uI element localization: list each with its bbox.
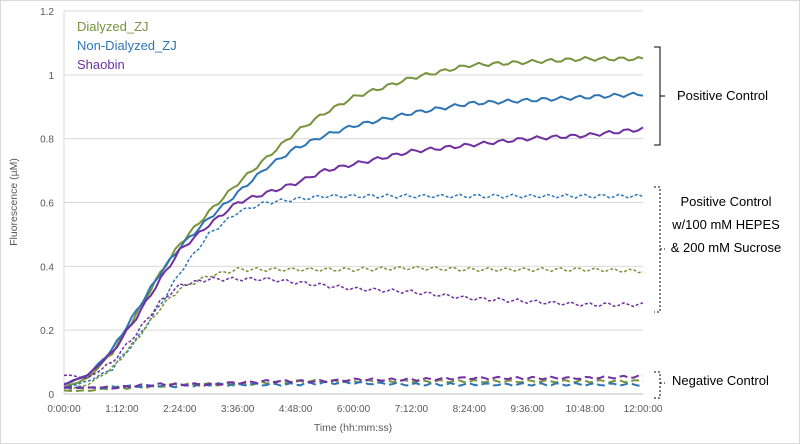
- legend-entry-non-dialyzed: Non-Dialyzed_ZJ: [77, 38, 177, 53]
- series-line-5: [63, 265, 644, 392]
- x-tick-label: 12:00:00: [624, 404, 663, 415]
- y-axis-ticks: 0 0.2 0.4 0.6 0.8 1 1.2: [40, 7, 54, 401]
- annotation-hepes-3: & 200 mM Sucrose: [671, 240, 782, 255]
- y-tick-label: 0.2: [40, 326, 54, 337]
- y-tick-label: 0: [48, 390, 54, 401]
- y-axis-label: Fluorescence (µM): [8, 158, 20, 246]
- y-tick-label: 0.6: [40, 199, 54, 210]
- legend: Dialyzed_ZJ Non-Dialyzed_ZJ Shaobin: [77, 19, 177, 72]
- x-tick-label: 6:00:00: [337, 404, 371, 415]
- bracket-negative: Negative Control: [654, 371, 769, 399]
- x-tick-label: 3:36:00: [221, 404, 255, 415]
- annotation-negative: Negative Control: [672, 373, 769, 388]
- x-tick-label: 0:00:00: [47, 404, 81, 415]
- y-tick-label: 1.2: [40, 7, 54, 18]
- y-tick-label: 0.4: [40, 262, 54, 273]
- x-tick-label: 1:12:00: [105, 404, 139, 415]
- series-line-8: [63, 380, 644, 390]
- bracket-positive: Positive Control: [654, 46, 768, 146]
- x-tick-label: 4:48:00: [279, 404, 313, 415]
- x-axis-label: Time (hh:mm:ss): [314, 422, 392, 434]
- annotation-hepes-2: w/100 mM HEPES: [671, 217, 780, 232]
- x-tick-label: 8:24:00: [453, 404, 487, 415]
- x-tick-label: 2:24:00: [163, 404, 197, 415]
- series-line-3: [63, 126, 644, 386]
- y-tick-label: 0.8: [40, 135, 54, 146]
- x-tick-label: 10:48:00: [566, 404, 605, 415]
- annotation-hepes-1: Positive Control: [680, 194, 771, 209]
- x-axis-ticks: 0:00:00 1:12:00 2:24:00 3:36:00 4:48:00 6:00:…: [47, 404, 663, 415]
- series-line-2: [63, 91, 644, 385]
- y-tick-label: 1: [48, 71, 54, 82]
- legend-entry-dialyzed: Dialyzed_ZJ: [77, 19, 149, 34]
- gridlines: [63, 10, 643, 395]
- bracket-hepes: Positive Control w/100 mM HEPES & 200 mM…: [654, 186, 782, 313]
- series-line-1: [63, 55, 644, 389]
- legend-entry-shaobin: Shaobin: [77, 57, 125, 72]
- series-lines: [63, 55, 644, 393]
- x-tick-label: 9:36:00: [511, 404, 545, 415]
- x-tick-label: 7:12:00: [395, 404, 429, 415]
- annotation-positive: Positive Control: [677, 88, 768, 103]
- series-line-9: [63, 374, 643, 390]
